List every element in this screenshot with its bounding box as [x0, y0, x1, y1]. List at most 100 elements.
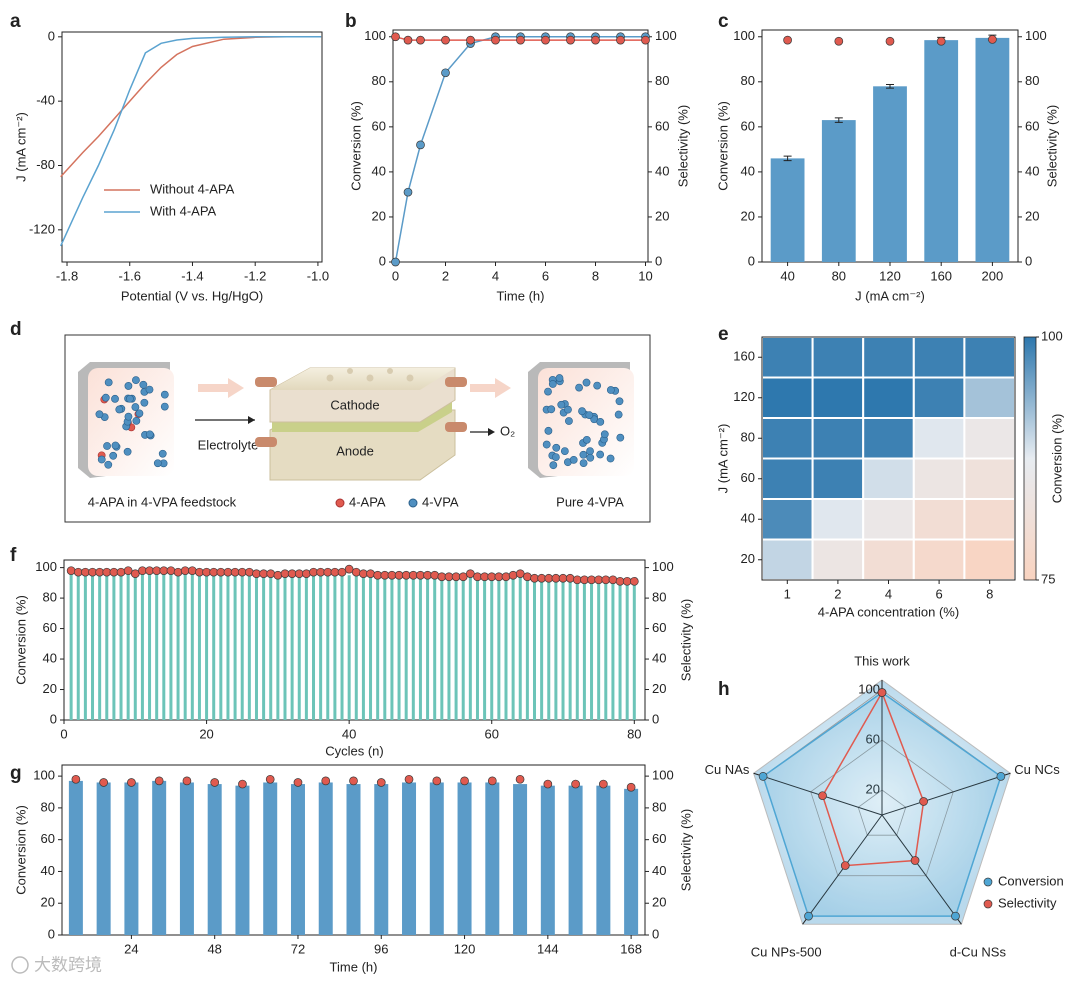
y-tick-label: 60: [43, 620, 57, 635]
bar: [433, 576, 437, 720]
series-point: [293, 778, 303, 787]
x-axis-label: 4-APA concentration (%): [818, 604, 959, 619]
plot-frame: [392, 29, 649, 263]
y2-tick-label: 40: [1025, 163, 1039, 178]
flow-arrow: [198, 378, 244, 398]
series-point: [66, 566, 76, 576]
bar: [179, 782, 194, 935]
molecule-blue: [575, 383, 583, 392]
y-axis-label: J (mA cm⁻²): [13, 112, 28, 182]
bar: [263, 782, 278, 935]
molecule-blue: [586, 447, 594, 456]
y-axis-label: J (mA cm⁻²): [715, 424, 730, 494]
colorbar-label: Conversion (%): [1049, 414, 1064, 504]
x-tick-label: -1.2: [244, 268, 266, 283]
error-bar: [834, 117, 843, 123]
y2-tick-label: 60: [652, 620, 666, 635]
y-tick-label: 20: [741, 551, 755, 566]
series-point: [376, 778, 386, 787]
bar: [152, 780, 167, 935]
molecule-blue: [125, 394, 134, 403]
series-point: [834, 36, 844, 46]
molecule-blue: [158, 449, 167, 458]
molecule-blue: [596, 450, 605, 459]
series-point: [840, 861, 850, 870]
panel-letter: e: [718, 324, 729, 345]
bar: [247, 573, 251, 720]
x-tick-label: 200: [982, 268, 1004, 283]
bar: [207, 784, 222, 935]
series-point: [238, 779, 247, 789]
bar: [540, 785, 555, 935]
y2-tick-label: 60: [652, 831, 666, 846]
series-point: [403, 187, 413, 197]
bar: [547, 579, 551, 720]
series-point: [516, 35, 525, 45]
radar-category-label: This work: [854, 653, 910, 668]
series-point: [626, 782, 636, 792]
molecule-blue: [97, 455, 106, 464]
legend-label: With 4-APA: [150, 203, 217, 218]
bar: [625, 582, 629, 720]
bar: [770, 158, 805, 262]
bar: [447, 578, 451, 720]
bar: [924, 40, 959, 262]
bar: [219, 573, 223, 720]
series-point: [99, 778, 108, 787]
molecule-blue: [555, 374, 564, 382]
y2-tick-label: 0: [652, 926, 659, 941]
x-tick-label: 1: [784, 586, 791, 601]
y-tick-label: 160: [733, 349, 755, 364]
feed-molecules: [95, 376, 169, 469]
heatmap-cell: [963, 376, 1017, 419]
bar: [611, 581, 615, 720]
bar: [283, 575, 287, 720]
y-tick-label: 80: [372, 73, 386, 88]
arrow-head: [248, 416, 255, 424]
heatmap-cell: [811, 376, 865, 419]
y2-tick-label: 20: [652, 681, 666, 696]
series-point: [416, 35, 425, 45]
radar-category-label: Cu NPs-500: [751, 944, 822, 959]
series-point: [351, 567, 361, 577]
bar: [485, 782, 500, 935]
x-axis-label: J (mA cm⁻²): [855, 288, 925, 303]
molecule-blue: [552, 443, 561, 452]
y-tick-label: 100: [733, 28, 755, 43]
x-axis-label: Time (h): [497, 288, 545, 303]
molecule-blue: [544, 426, 553, 435]
panel-letter: a: [10, 11, 21, 32]
heatmap-cell: [963, 336, 1017, 379]
molecule-blue: [160, 402, 169, 411]
colorbar-tick-label: 100: [1041, 328, 1063, 343]
radar-spoke: [881, 814, 962, 925]
legend-label: 4-VPA: [422, 494, 459, 509]
series-point: [877, 688, 887, 697]
y-tick-label: 80: [741, 430, 755, 445]
molecule-blue: [111, 441, 120, 450]
heatmap-cell: [862, 417, 915, 460]
panel-letter: d: [10, 319, 22, 340]
y-axis-label: Conversion (%): [13, 805, 28, 895]
x-tick-label: 6: [935, 586, 942, 601]
bar: [490, 578, 494, 720]
series-point: [349, 776, 358, 786]
legend-dot: [335, 498, 345, 508]
flow-arrow: [470, 378, 511, 398]
y2-tick-label: 20: [655, 208, 669, 223]
bar: [269, 575, 273, 720]
y-tick-label: 80: [43, 590, 57, 605]
radar-grid-ring: [810, 739, 954, 877]
y-tick-label: 60: [372, 118, 386, 133]
series-point: [403, 35, 413, 45]
series-point: [641, 35, 650, 45]
y-tick-label: 60: [741, 470, 755, 485]
heatmap-cell: [811, 336, 865, 379]
molecule-blue: [593, 381, 602, 390]
x-tick-label: 40: [780, 268, 794, 283]
series-point: [441, 35, 450, 45]
heatmap-cell: [912, 457, 966, 500]
bar: [183, 573, 187, 720]
series-point: [465, 569, 475, 579]
